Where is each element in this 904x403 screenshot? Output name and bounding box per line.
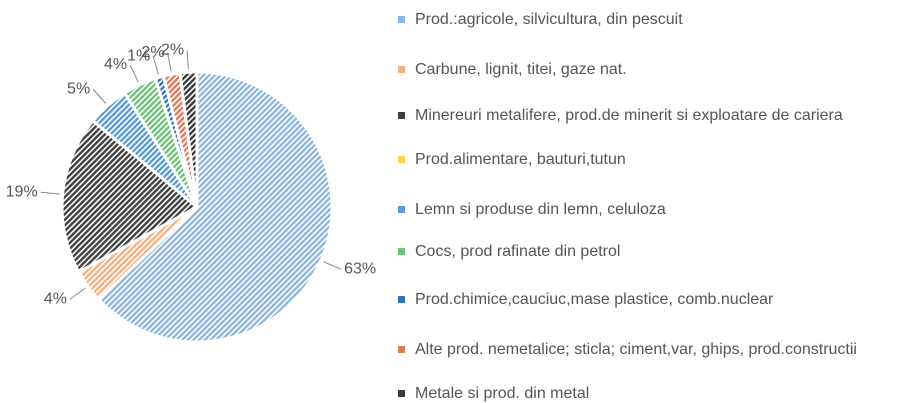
- legend-label: Metale si prod. din metal: [415, 385, 590, 402]
- legend-swatch: [398, 66, 405, 73]
- leader-line: [129, 64, 139, 83]
- legend-swatch: [398, 16, 405, 23]
- data-label: 19%: [6, 183, 38, 200]
- leader-line: [186, 50, 189, 70]
- pie-slice: [60, 118, 200, 275]
- pie-slice: [96, 70, 334, 344]
- legend-swatch: [398, 296, 405, 303]
- data-label: 4%: [104, 56, 127, 73]
- legend-item: Minereuri metalifere, prod.de minerit si…: [398, 106, 898, 125]
- legend-swatch: [398, 206, 405, 213]
- data-label: 1%: [127, 47, 150, 64]
- data-label: 2%: [141, 44, 164, 61]
- legend-item: Cocs, prod rafinate din petrol: [398, 242, 898, 261]
- legend-label: Carbune, lignit, titei, gaze nat.: [415, 61, 627, 78]
- data-label: 63%: [344, 261, 376, 278]
- leader-line: [152, 56, 159, 75]
- legend-item: Lemn si produse din lemn, celuloza: [398, 200, 898, 219]
- data-label: 4%: [44, 291, 67, 308]
- legend-label: Lemn si produse din lemn, celuloza: [415, 201, 666, 218]
- legend-label: Prod.alimentare, bauturi,tutun: [415, 151, 626, 168]
- leader-line: [40, 191, 60, 195]
- legend-item: Carbune, lignit, titei, gaze nat.: [398, 60, 898, 79]
- data-label: 5%: [67, 80, 90, 97]
- legend-label: Minereuri metalifere, prod.de minerit si…: [415, 107, 843, 124]
- legend-swatch: [398, 156, 405, 163]
- leader-line: [92, 88, 107, 104]
- legend-label: Cocs, prod rafinate din petrol: [415, 243, 621, 260]
- legend-label: Alte prod. nemetalice; sticla; ciment,va…: [415, 341, 857, 358]
- leader-line: [167, 52, 172, 72]
- legend-item: Alte prod. nemetalice; sticla; ciment,va…: [398, 340, 898, 359]
- pie-slice: [178, 70, 199, 208]
- leader-line: [69, 287, 86, 300]
- legend-swatch: [398, 248, 405, 255]
- legend-label: Prod.:agricole, silvicultura, din pescui…: [415, 11, 683, 28]
- legend-item: Prod.alimentare, bauturi,tutun: [398, 150, 898, 169]
- leader-line: [323, 261, 342, 270]
- legend-item: Prod.chimice,cauciuc,mase plastice, comb…: [398, 290, 898, 309]
- legend-swatch: [398, 112, 405, 119]
- legend-swatch: [398, 390, 405, 397]
- pie-area: 63%4%19%5%4%1%2%2%: [6, 42, 376, 344]
- legend-label: Prod.chimice,cauciuc,mase plastice, comb…: [415, 291, 774, 308]
- legend-item: Metale si prod. din metal: [398, 384, 898, 403]
- legend-swatch: [398, 346, 405, 353]
- legend-item: Prod.:agricole, silvicultura, din pescui…: [398, 10, 898, 29]
- data-label: 2%: [161, 42, 184, 59]
